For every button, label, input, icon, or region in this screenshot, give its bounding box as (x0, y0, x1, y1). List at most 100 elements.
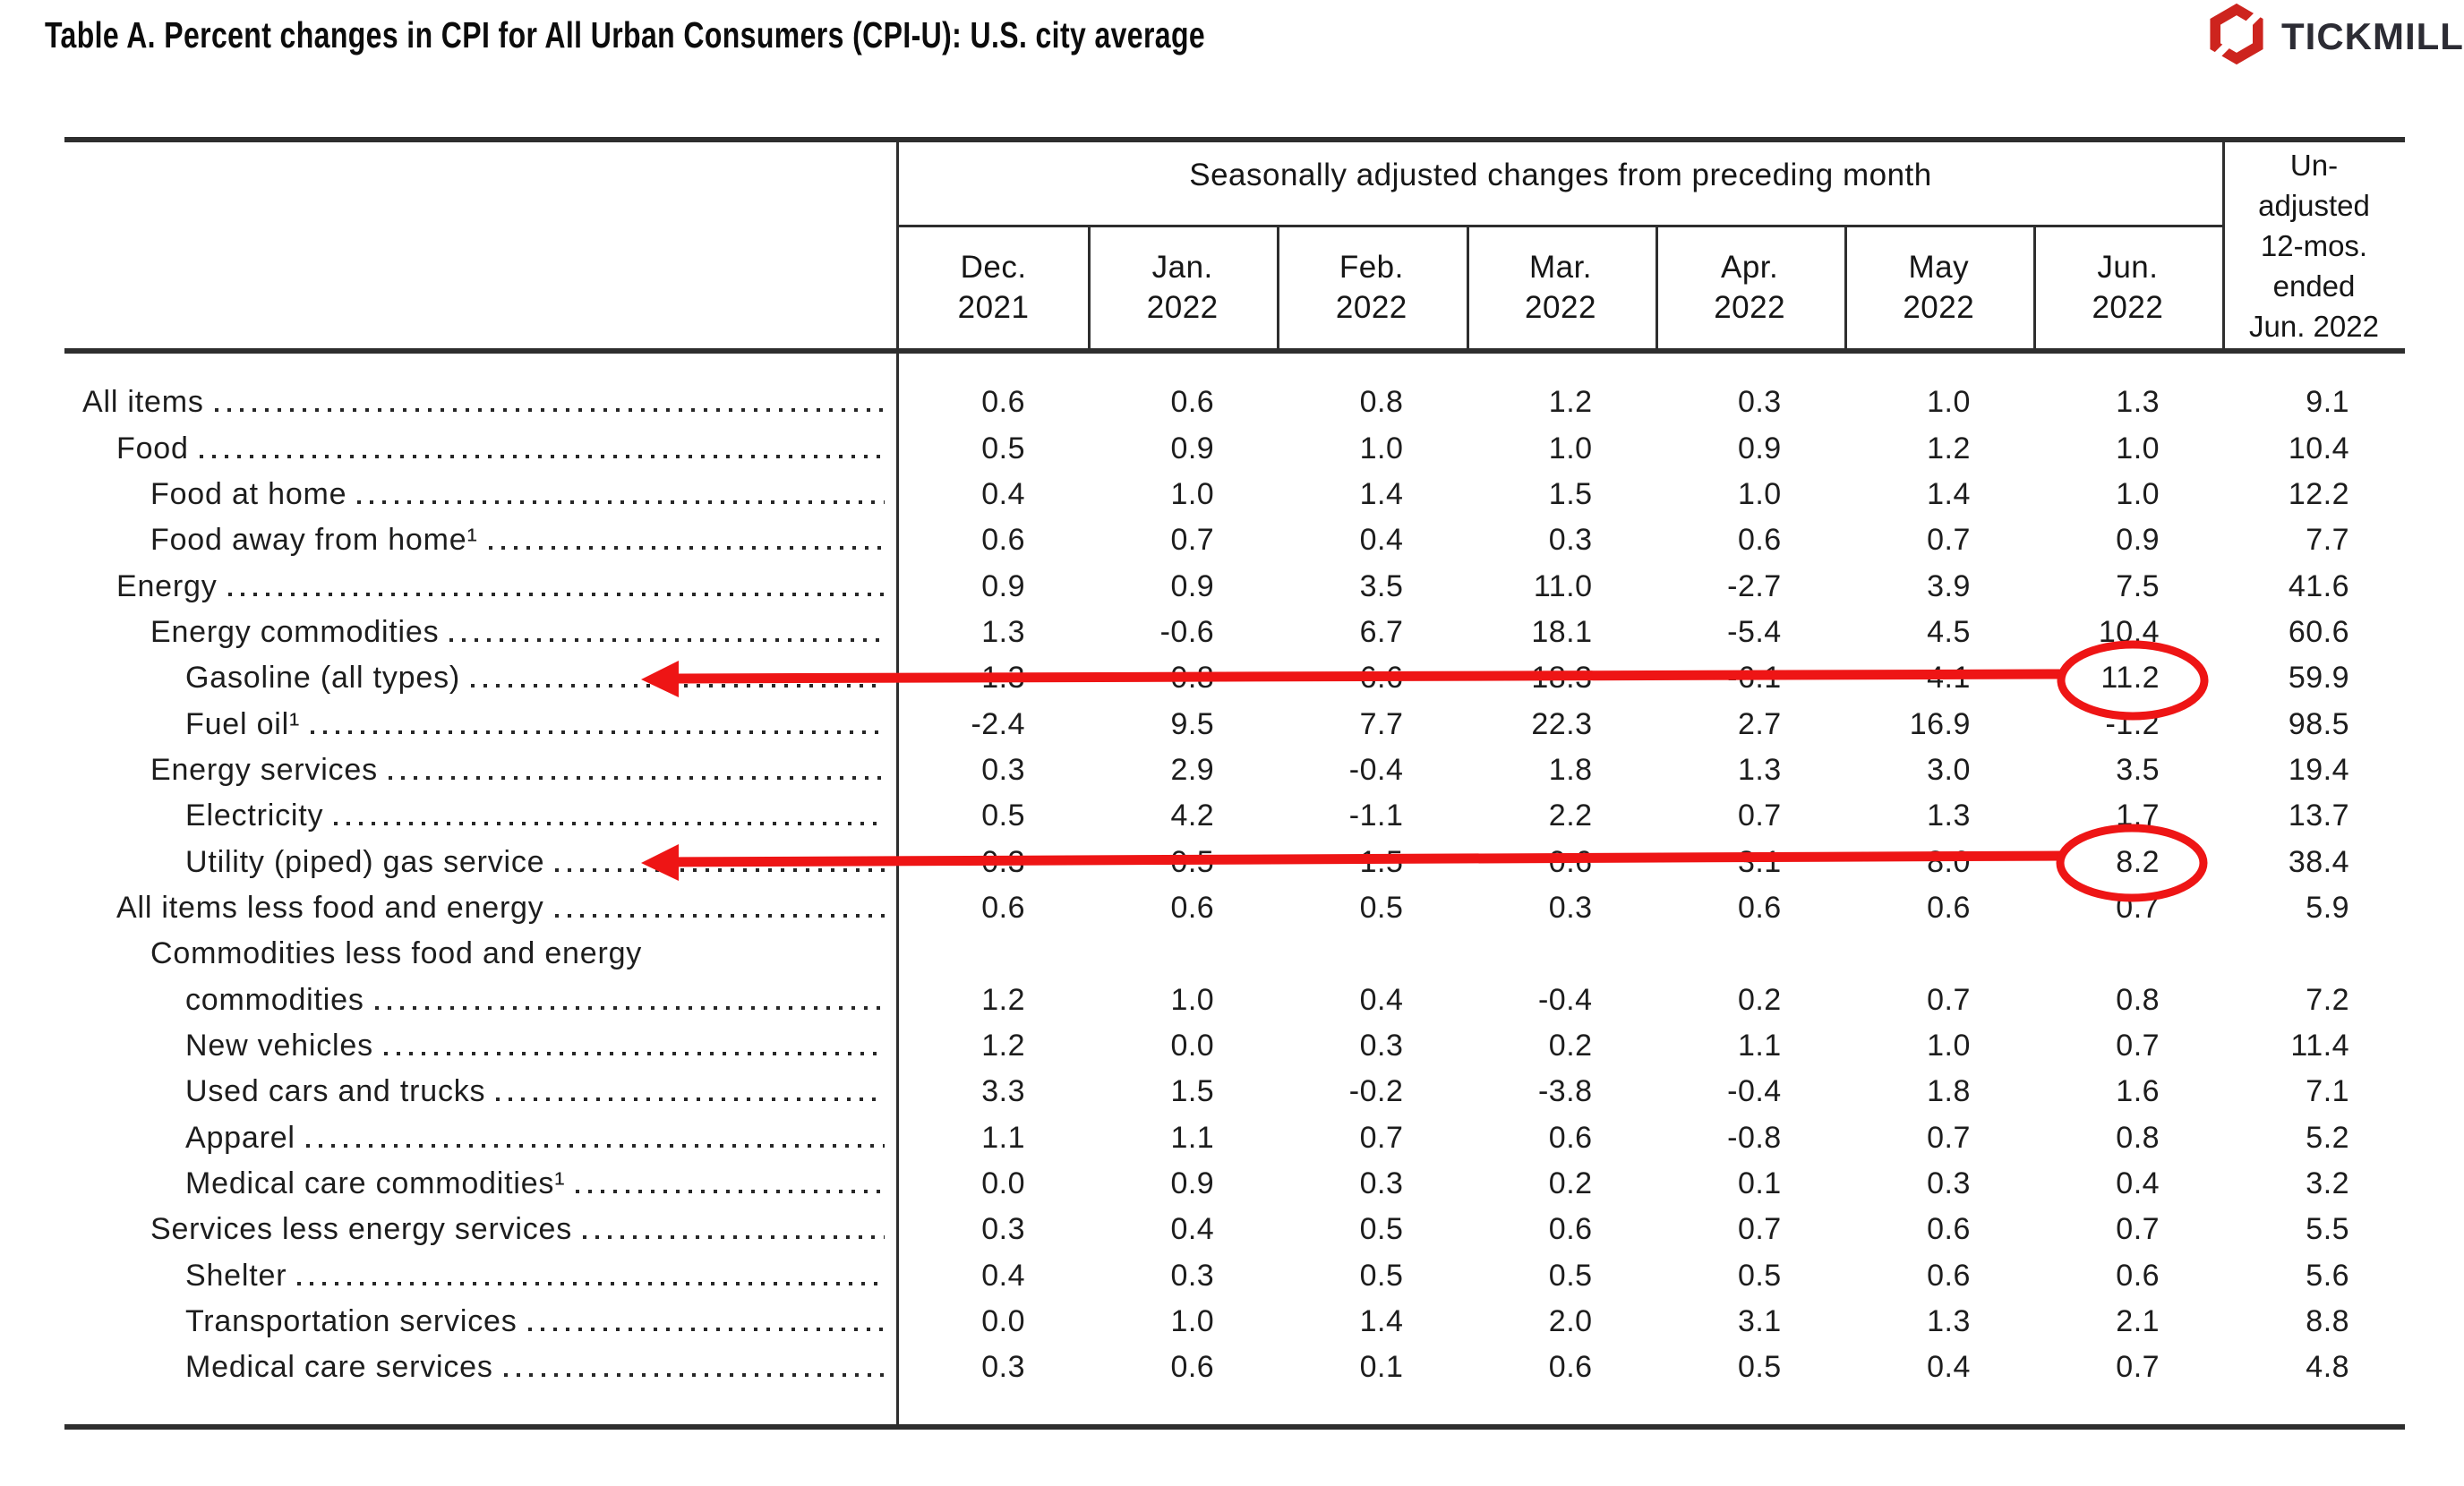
column-header-line: 2022 (1335, 290, 1407, 325)
cell-value: 0.4 (1359, 982, 1404, 1017)
cell-value: 1.6 (2116, 1074, 2160, 1109)
cell-value: 0.9 (1737, 431, 1782, 465)
row-label: Transportation services (185, 1304, 518, 1339)
cell-value: 0.7 (1737, 1212, 1782, 1247)
cell-value: -0.3 (971, 844, 1026, 879)
cell-value-unadjusted: 5.5 (2306, 1212, 2350, 1247)
cell-value: 18.3 (1531, 661, 1593, 696)
row-stub: Transportation services (64, 1304, 899, 1339)
cell-value: 0.5 (1359, 1212, 1404, 1247)
table-row: Used cars and trucks 3.3 1.5 -0.2 -3.8 -0.4 1.… (64, 1069, 2405, 1114)
column-header-line: 2021 (957, 290, 1030, 325)
cell-value: 1.0 (1359, 431, 1404, 465)
cell-value: 0.8 (2116, 1120, 2160, 1155)
table-row: Energy services 0.3 2.9 -0.4 1.8 1.3 3.0 3.5 19.… (64, 747, 2405, 793)
cell-value: 0.6 (1170, 890, 1215, 925)
month-column-divider (1088, 227, 1091, 348)
cell-value: 0.7 (2116, 890, 2160, 925)
unadjusted-header-line: Jun. 2022 (2249, 310, 2379, 343)
cell-value: 0.3 (981, 1350, 1026, 1385)
cell-value: 1.0 (1170, 1304, 1215, 1339)
cell-value: 0.6 (1927, 1258, 1971, 1293)
table-row: Transportation services 0.0 1.0 1.4 2.0 3.1 1.… (64, 1299, 2405, 1345)
table-row: All items less food and energy 0.6 0.6 0.5 0… (64, 885, 2405, 931)
cell-value: 0.6 (1170, 385, 1215, 420)
column-header: Jun. 2022 (2033, 227, 2222, 348)
cell-value: 0.5 (981, 799, 1026, 833)
cell-value: -2.4 (971, 706, 1026, 741)
table-row: Food at home 0.4 1.0 1.4 1.5 1.0 1.4 1.0 12.2 (64, 472, 2405, 517)
cell-value: 0.2 (1548, 1166, 1593, 1201)
row-label: Commodities less food and energy (150, 936, 643, 971)
row-label: commodities (185, 982, 364, 1017)
cell-value-unadjusted: 7.1 (2306, 1074, 2350, 1109)
table-row: Medical care commodities¹ 0.0 0.9 0.3 0.2 0.1… (64, 1161, 2405, 1207)
cell-value: 0.6 (981, 890, 1026, 925)
cell-value: 1.3 (2116, 385, 2160, 420)
cell-value: 0.7 (1927, 1120, 1971, 1155)
table-body: All items 0.6 0.6 0.8 1.2 0.3 1.0 1.3 9.1 Food 0.5… (64, 380, 2405, 1391)
cell-value-unadjusted: 38.4 (2288, 844, 2350, 879)
cell-value: 0.9 (2116, 523, 2160, 558)
row-stub: Energy (64, 569, 899, 604)
unadjusted-column-divider (2222, 137, 2225, 354)
cell-value: 0.4 (1927, 1350, 1971, 1385)
cell-value: 0.5 (1359, 890, 1404, 925)
cell-value: 0.4 (981, 1258, 1026, 1293)
row-label: Medical care services (185, 1350, 493, 1385)
row-stub: All items less food and energy (64, 891, 899, 926)
cell-value-unadjusted: 10.4 (2288, 431, 2350, 465)
cell-value: 0.9 (1170, 1166, 1215, 1201)
dot-leader (334, 822, 885, 826)
cell-value: 0.5 (1737, 1350, 1782, 1385)
cell-value-unadjusted: 3.2 (2306, 1166, 2350, 1201)
cell-value: -0.4 (1537, 982, 1593, 1017)
row-label: Used cars and trucks (185, 1074, 486, 1109)
cell-value: 0.8 (2116, 982, 2160, 1017)
cell-value: 1.5 (1170, 1074, 1215, 1109)
row-label: Utility (piped) gas service (185, 844, 545, 879)
unadjusted-header-line: 12-mos. (2260, 229, 2368, 262)
cell-value: 1.1 (1170, 1120, 1215, 1155)
cell-value: 0.8 (1359, 385, 1404, 420)
cell-value: 1.2 (1927, 431, 1971, 465)
cell-value-unadjusted: 5.9 (2306, 890, 2350, 925)
row-stub: Energy commodities (64, 615, 899, 650)
row-label: All items (82, 385, 204, 420)
column-header-line: May (1908, 250, 1970, 285)
cell-value: 0.3 (1548, 523, 1593, 558)
cell-value: 0.3 (1737, 385, 1782, 420)
cell-value: 1.0 (1927, 385, 1971, 420)
cell-value: 3.1 (1737, 844, 1782, 879)
cell-value: 1.8 (1927, 1074, 1971, 1109)
table-row: commodities 1.2 1.0 0.4 -0.4 0.2 0.7 0.8 7.2 (64, 977, 2405, 1022)
cell-value: -5.4 (1727, 614, 1782, 649)
row-stub: All items (64, 385, 899, 420)
cell-value-unadjusted: 19.4 (2288, 752, 2350, 787)
table-row: New vehicles 1.2 0.0 0.3 0.2 1.1 1.0 0.7 11.4 (64, 1023, 2405, 1069)
cell-value-unadjusted: 4.8 (2306, 1350, 2350, 1385)
row-label: Energy commodities (150, 614, 440, 649)
cell-value: 7.7 (1359, 706, 1404, 741)
cell-value: -0.6 (1159, 614, 1215, 649)
cell-value: 0.0 (981, 1304, 1026, 1339)
cell-value-unadjusted: 41.6 (2288, 568, 2350, 603)
month-column-divider (1656, 227, 1658, 348)
cell-value: 0.7 (1927, 982, 1971, 1017)
cell-value: 1.0 (1737, 476, 1782, 511)
table-row: Food away from home¹ 0.6 0.7 0.4 0.3 0.6 0.7 0.… (64, 517, 2405, 563)
table-row: Commodities less food and energy (64, 931, 2405, 977)
dot-leader (583, 1235, 885, 1240)
cell-value: 2.1 (2116, 1304, 2160, 1339)
dot-leader (527, 1328, 885, 1332)
cell-value: 3.5 (2116, 752, 2160, 787)
seasonally-adjusted-header: Seasonally adjusted changes from precedi… (1189, 158, 1932, 192)
cell-value: 0.4 (2116, 1166, 2160, 1201)
table-row: Shelter 0.4 0.3 0.5 0.5 0.5 0.6 0.6 5.6 (64, 1253, 2405, 1299)
month-column-divider (1467, 227, 1469, 348)
table-row: Services less energy services 0.3 0.4 0.5 0.… (64, 1207, 2405, 1252)
cell-value-unadjusted: 9.1 (2306, 385, 2350, 420)
table-row: Medical care services 0.3 0.6 0.1 0.6 0.5 0.4 0… (64, 1345, 2405, 1390)
table-top-rule (64, 137, 2405, 142)
cell-value: 1.3 (1927, 1304, 1971, 1339)
